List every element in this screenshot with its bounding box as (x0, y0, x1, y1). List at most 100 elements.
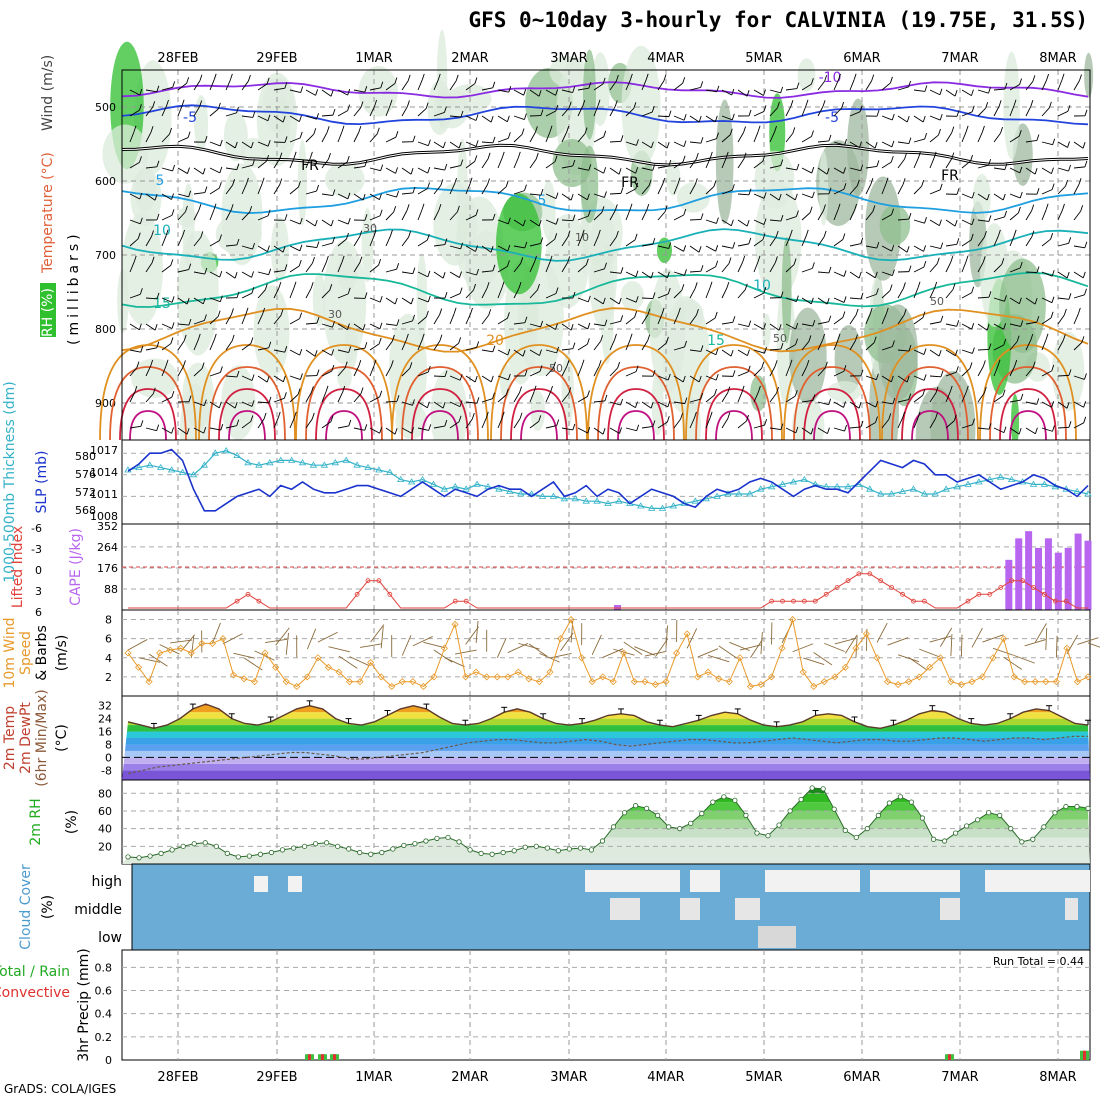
wind-barb (337, 89, 348, 96)
thickness-point (942, 485, 950, 492)
wind-barb (353, 131, 360, 143)
wind-barb-flag (780, 342, 784, 350)
wind-barb (897, 417, 903, 429)
lifted-index-point (878, 578, 884, 584)
wind-barb (737, 132, 744, 143)
wind-barb (225, 375, 237, 378)
rh-point (467, 847, 473, 853)
wind-barb (385, 323, 397, 326)
wind-barb (929, 418, 936, 429)
wind-barb-flag (716, 217, 719, 224)
wind-barb (961, 349, 973, 354)
wind-barb-flag (748, 237, 752, 245)
wind-barb-flag (700, 81, 704, 88)
wind-barb (705, 138, 717, 143)
slp-line (127, 448, 1089, 512)
wind-barb-flag (184, 205, 188, 213)
wind-barb (513, 219, 524, 227)
wind-barb (673, 271, 685, 276)
wind-speed-point (462, 673, 470, 681)
wind-barb-flag (439, 308, 443, 315)
rh-point (224, 850, 230, 856)
wind-barb-flag (293, 151, 297, 158)
rh-point (986, 810, 992, 816)
wind-barb (545, 131, 551, 143)
wind-barb (1057, 110, 1069, 117)
wind-barb-flag (407, 74, 411, 82)
dewpoint-line (127, 735, 1088, 775)
wind-barb-flag (555, 323, 558, 330)
wind-barb (449, 183, 455, 195)
wind-barb (305, 288, 312, 299)
rh-shading-area (972, 174, 991, 221)
wind-speed-point (251, 678, 259, 686)
wind-barb-flag (954, 220, 958, 227)
wind-barb (1073, 294, 1085, 299)
wind-barb-flag (220, 423, 224, 431)
wind-barb-flag (165, 359, 169, 366)
wind-barb (145, 89, 157, 93)
wind-barb-flag (341, 255, 345, 262)
wind-barb-flag (204, 135, 208, 143)
wind-barb-flag (808, 335, 812, 342)
wind-barb-flag (680, 413, 683, 420)
wind-barb-flag (956, 110, 960, 117)
wind-speed-point (324, 663, 333, 671)
wind-barb (211, 622, 221, 644)
wind-barb-flag (427, 166, 431, 174)
wind-barb (209, 79, 215, 91)
wind-barb (625, 371, 637, 377)
rh-point (1019, 839, 1025, 845)
warm-dome-contour (99, 344, 197, 441)
wind-barb-flag (775, 230, 779, 238)
thickness-point (789, 478, 798, 485)
warm-dome-contour (617, 410, 655, 441)
slp-tick-label: 1014 (90, 466, 118, 479)
wind-speed-point (356, 678, 364, 686)
wind-barb (753, 219, 765, 225)
wind-barb-flag (460, 159, 464, 166)
wind-barb-flag (757, 125, 761, 132)
wind-barb-flag (652, 420, 656, 427)
wind-barb (737, 420, 747, 429)
wind-barb-flag (218, 182, 222, 189)
wind-barb (919, 648, 940, 658)
rh-shading-area (600, 244, 615, 365)
wind-barb (769, 392, 777, 403)
rh-point (335, 843, 341, 849)
wind-barb-flag (198, 204, 202, 211)
wind-barb-flag (1003, 323, 1007, 330)
wind-barb (129, 89, 141, 96)
wind-barb-flag (219, 270, 223, 278)
wind-barb-flag (250, 141, 254, 149)
wind-barb (513, 263, 522, 273)
wind-barb-flag (459, 287, 463, 294)
thickness-point (844, 483, 852, 490)
wind-barb (241, 245, 253, 250)
wind-barb-flag (246, 177, 249, 185)
warm-dome-contour (198, 344, 296, 441)
wind-barb-flag (954, 349, 958, 356)
wind-barb (465, 375, 476, 383)
wind-barb (897, 654, 920, 663)
wind-barb (497, 394, 507, 403)
wind-barb-flag (394, 297, 398, 305)
wind-barb (913, 287, 919, 299)
wind-barb-flag (379, 390, 383, 397)
wind-barb-flag (870, 177, 874, 185)
rh-contour-label: 50 (773, 332, 787, 345)
wind-barb-flag (427, 270, 431, 278)
wind-barb-flag (923, 374, 927, 381)
wind-barb (338, 655, 358, 669)
wind-barb-flag (1004, 82, 1008, 90)
wind-barb-flag (585, 258, 589, 265)
wind-barb (849, 271, 860, 279)
wind-barb-flag (219, 295, 223, 302)
wind-barb (945, 420, 955, 429)
wind-barb (257, 375, 268, 383)
wind-barb (161, 343, 172, 351)
wind-barb (423, 641, 445, 649)
wind-barb-flag (828, 315, 832, 322)
wind-barb (785, 193, 796, 201)
rh-shading-area (549, 55, 583, 87)
